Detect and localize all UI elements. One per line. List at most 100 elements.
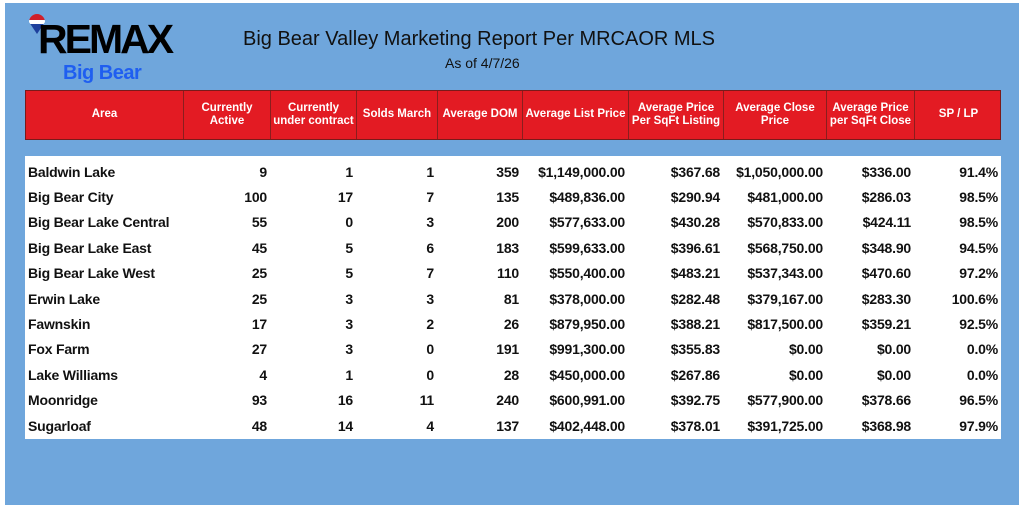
table-cell: 92.5%: [959, 316, 998, 333]
table-cell: 25: [251, 265, 267, 282]
market-table: Baldwin Lake 9 1 1 359 $1,149,000.00 $367.68 $1…: [25, 156, 1001, 439]
table-cell: $537,343.00: [747, 265, 823, 282]
table-cell: $424.11: [862, 214, 912, 231]
table-cell: 240: [496, 392, 519, 409]
table-cell: $378,000.00: [549, 290, 625, 307]
table-cell: 96.5%: [959, 392, 998, 409]
table-cell: $368.98: [861, 417, 911, 434]
table-cell: 7: [426, 189, 434, 206]
column-header: Currently Active: [184, 91, 271, 139]
table-cell: 27: [251, 341, 267, 358]
table-cell: $267.86: [670, 366, 720, 383]
table-cell: 16: [337, 392, 353, 409]
table-cell: $550,400.00: [549, 265, 625, 282]
table-cell: $430.28: [670, 214, 720, 231]
table-cell: $378.01: [670, 417, 720, 434]
table-cell: $378.66: [861, 392, 911, 409]
table-row: Big Bear City 100 17 7 135 $489,836.00 $290.94…: [25, 184, 1001, 209]
table-cell: $817,500.00: [747, 316, 823, 333]
table-cell: $489,836.00: [549, 189, 625, 206]
table-cell: $286.03: [861, 189, 911, 206]
table-cell: $282.48: [670, 290, 720, 307]
table-cell: $450,000.00: [549, 366, 625, 383]
table-cell: 45: [251, 239, 267, 256]
logo-office: Big Bear: [63, 62, 142, 84]
area-name: Big Bear Lake Central: [28, 214, 170, 231]
table-cell: 0.0%: [966, 341, 998, 358]
table-cell: $1,050,000.00: [736, 163, 823, 180]
column-header: Average List Price: [523, 91, 629, 139]
report-page: REMAX Big Bear Big Bear Valley Marketing…: [5, 3, 1019, 505]
table-cell: 3: [345, 316, 353, 333]
table-cell: 81: [503, 290, 519, 307]
table-cell: 26: [503, 316, 519, 333]
table-cell: $396.61: [670, 239, 720, 256]
table-row: Erwin Lake 25 3 3 81 $378,000.00 $282.48 $379,1…: [25, 286, 1001, 311]
table-cell: 0: [426, 341, 434, 358]
table-cell: $391,725.00: [747, 417, 823, 434]
column-header: Average Price per SqFt Close: [827, 91, 915, 139]
area-name: Moonridge: [28, 392, 98, 409]
table-cell: $991,300.00: [549, 341, 625, 358]
table-cell: $402,448.00: [549, 417, 625, 434]
table-cell: $568,750.00: [747, 239, 823, 256]
column-header: Area: [26, 91, 184, 139]
table-cell: $290.94: [670, 189, 720, 206]
table-cell: 48: [251, 417, 267, 434]
area-name: Baldwin Lake: [28, 163, 116, 180]
table-cell: 28: [503, 366, 519, 383]
table-cell: 100.6%: [951, 290, 998, 307]
table-cell: $283.30: [861, 290, 911, 307]
table-cell: $392.75: [670, 392, 720, 409]
table-cell: $599,633.00: [549, 239, 625, 256]
table-cell: 110: [497, 265, 519, 282]
remax-logo: REMAX Big Bear: [25, 11, 205, 85]
table-cell: $367.68: [670, 163, 720, 180]
table-row: Big Bear Lake Central 55 0 3 200 $577,633.00 $…: [25, 210, 1001, 235]
table-cell: $470.60: [861, 265, 911, 282]
table-cell: 3: [426, 214, 434, 231]
table-cell: $879,950.00: [549, 316, 625, 333]
table-cell: 191: [496, 341, 519, 358]
table-row: Baldwin Lake 9 1 1 359 $1,149,000.00 $367.68 $1…: [25, 159, 1001, 184]
table-row: Big Bear Lake West 25 5 7 110 $550,400.00 $483…: [25, 261, 1001, 286]
table-cell: $379,167.00: [747, 290, 823, 307]
table-row: Fox Farm 27 3 0 191 $991,300.00 $355.83 $0.00 $0…: [25, 337, 1001, 362]
area-name: Big Bear Lake West: [28, 265, 155, 282]
table-cell: 1: [426, 163, 434, 180]
column-header: SP / LP: [938, 108, 979, 121]
table-row: Lake Williams 4 1 0 28 $450,000.00 $267.86 $0.0…: [25, 362, 1001, 387]
column-header: Solds March: [357, 91, 438, 139]
table-cell: 17: [251, 316, 267, 333]
table-cell: 359: [496, 163, 519, 180]
table-cell: 137: [496, 417, 519, 434]
area-name: Sugarloaf: [28, 417, 91, 434]
area-name: Fox Farm: [28, 341, 90, 358]
area-name: Erwin Lake: [28, 290, 100, 307]
area-name: Big Bear Lake East: [28, 239, 152, 256]
table-cell: $577,633.00: [549, 214, 625, 231]
table-cell: $0.00: [788, 341, 823, 358]
table-cell: 25: [251, 290, 267, 307]
table-cell: $0.00: [788, 366, 823, 383]
report-title: Big Bear Valley Marketing Report Per MRC…: [243, 28, 716, 50]
table-cell: 3: [345, 341, 353, 358]
table-cell: 3: [345, 290, 353, 307]
table-cell: 1: [345, 163, 353, 180]
table-cell: 6: [426, 239, 434, 256]
table-cell: $1,149,000.00: [538, 163, 625, 180]
table-cell: $348.90: [861, 239, 911, 256]
table-cell: $570,833.00: [747, 214, 823, 231]
table-cell: 5: [345, 239, 353, 256]
table-cell: 93: [251, 392, 267, 409]
table-cell: $481,000.00: [747, 189, 823, 206]
table-cell: 91.4%: [959, 163, 998, 180]
table-cell: 97.2%: [959, 265, 998, 282]
column-header: Average Price Per SqFt Listing: [629, 91, 724, 139]
table-cell: 55: [251, 214, 267, 231]
area-name: Lake Williams: [28, 366, 118, 383]
table-cell: $577,900.00: [747, 392, 823, 409]
table-cell: 135: [496, 189, 519, 206]
table-cell: 14: [337, 417, 353, 434]
column-header: Average Close Price: [724, 91, 827, 139]
